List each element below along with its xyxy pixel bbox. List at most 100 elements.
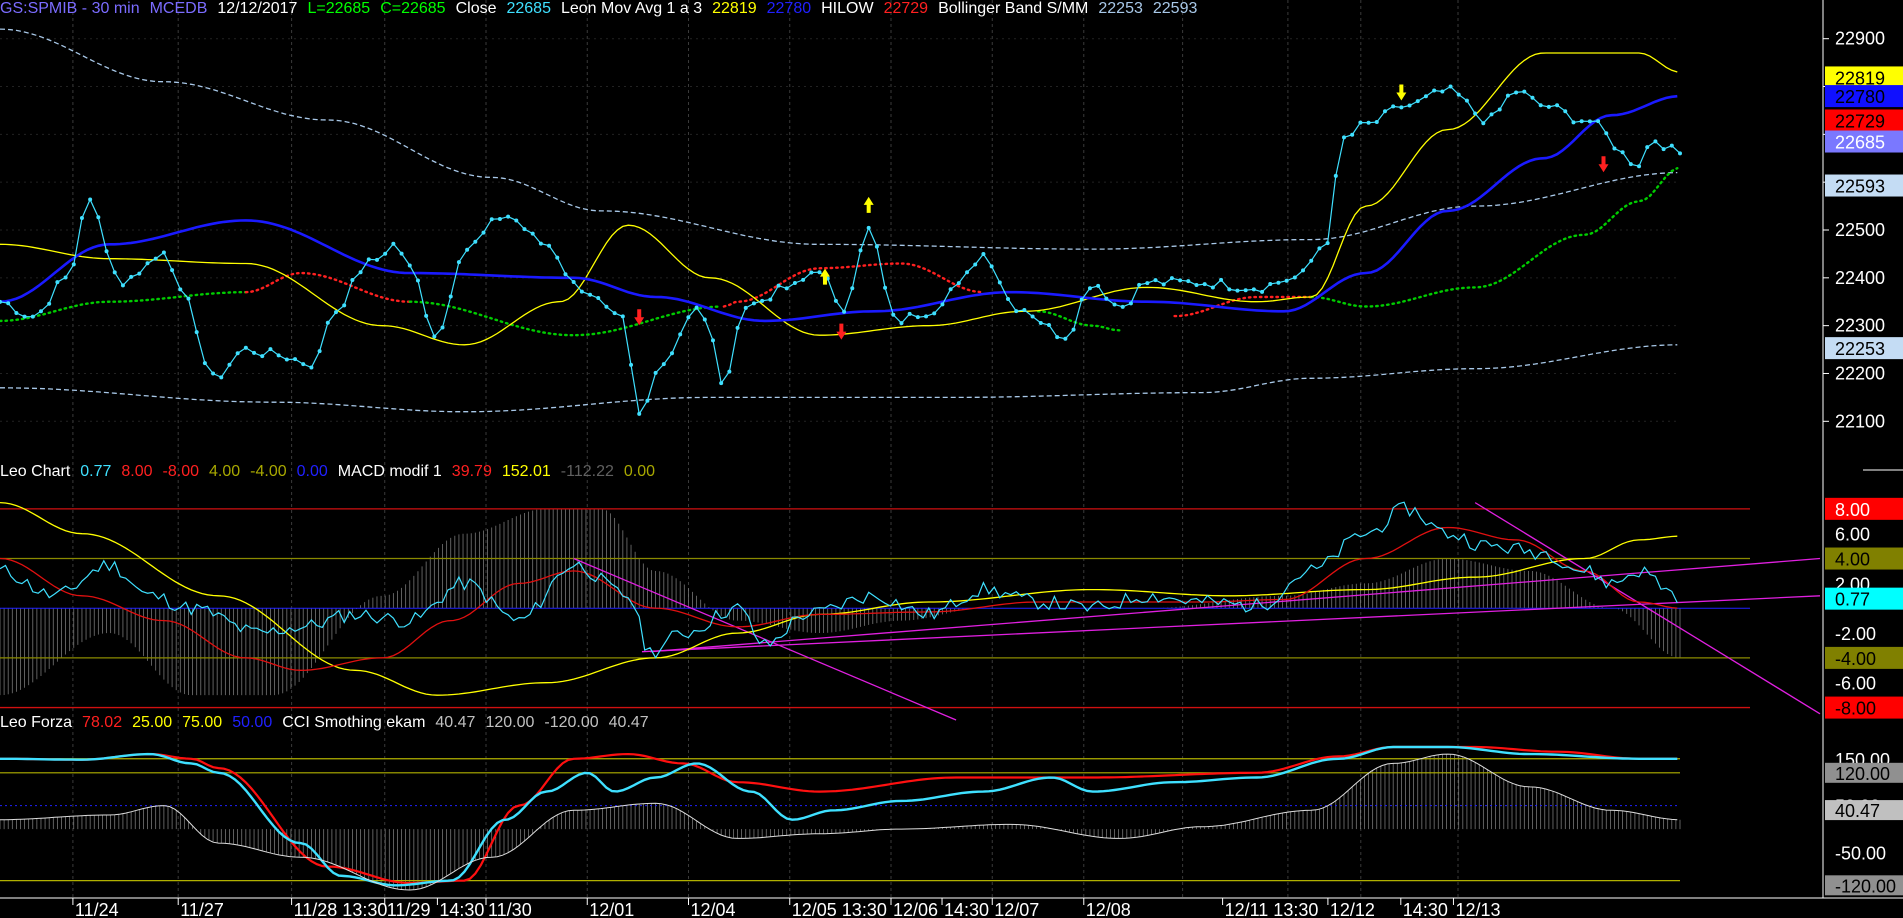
close-price-point (1661, 147, 1666, 152)
close-price-point (448, 294, 453, 299)
legend-entry: 152.01 (501, 463, 551, 480)
close-price-point (1202, 282, 1207, 287)
close-price-point (1637, 164, 1642, 169)
price-tag (1825, 66, 1903, 89)
x-tick-label: 12/04 (691, 900, 736, 918)
hilow-line (244, 271, 411, 303)
close-price-point (1325, 241, 1330, 246)
price-tick-label: 22300 (1835, 316, 1885, 336)
close-price-point (571, 279, 576, 284)
close-price-point (1063, 336, 1068, 341)
close-price-point (14, 310, 19, 315)
close-price-point (1268, 281, 1273, 286)
close-price-point (1587, 119, 1592, 124)
legend-entry: 39.79 (451, 463, 492, 480)
close-price-point (96, 215, 101, 220)
close-price-point (1137, 282, 1142, 287)
close-price-point (317, 349, 322, 354)
close-price-point (915, 315, 920, 320)
x-tick-label: 14:30 (1403, 900, 1448, 918)
close-price-point (899, 321, 904, 326)
close-price-point (809, 270, 814, 275)
forza-legend: Leo Forza 78.02 25.00 75.00 50.00 CCI Smothin… (0, 714, 659, 732)
legend-entry: 0.00 (623, 463, 655, 480)
legend-entry: CCI Smothing ekam (282, 714, 426, 731)
legend-entry: L=22685 (307, 0, 371, 17)
legend-entry: 40.47 (435, 714, 476, 731)
x-tick-label: 12/06 (893, 900, 938, 918)
close-price-point (1522, 89, 1527, 94)
x-tick-label: 14:30 (439, 900, 484, 918)
close-price-point (1448, 84, 1453, 89)
close-price-point (194, 330, 199, 335)
close-price-point (1538, 103, 1543, 108)
close-price-point (1292, 275, 1297, 280)
close-price-point (965, 270, 970, 275)
close-price-point (153, 256, 158, 261)
close-price-point (325, 320, 330, 325)
legend-entry: GS:SPMIB - 30 min (0, 0, 140, 17)
close-price-point (989, 264, 994, 269)
legend-entry: 12/12/2017 (217, 0, 298, 17)
forza-tag-label: 40.47 (1835, 801, 1880, 821)
close-price-point (1546, 104, 1551, 109)
close-price-point (1407, 103, 1412, 108)
x-tick-label: 11/29 (387, 900, 431, 918)
close-price-point (760, 298, 765, 303)
close-price-point (120, 283, 125, 288)
close-price-point (1169, 276, 1174, 281)
close-price-point (342, 303, 347, 308)
legend-entry: 22685 (506, 0, 551, 17)
price-tick-label: 22200 (1835, 363, 1885, 383)
legend-entry: 40.47 (608, 714, 649, 731)
close-price-point (1227, 287, 1232, 292)
close-price-point (751, 301, 756, 306)
close-price-point (1096, 283, 1101, 288)
close-price-point (645, 398, 650, 403)
close-price-point (1382, 109, 1387, 114)
close-price-point (30, 314, 35, 319)
close-price-point (1030, 314, 1035, 319)
close-price-point (743, 305, 748, 310)
forza-tag (1825, 875, 1903, 896)
close-price-point (1087, 286, 1092, 291)
sell-arrow-icon (634, 309, 645, 326)
close-price-point (842, 309, 847, 314)
close-price-point (538, 241, 543, 246)
oscillator-tick-label: -2.00 (1835, 624, 1876, 644)
close-price-point (1112, 302, 1117, 307)
close-price-point (235, 351, 240, 356)
hilow-line (408, 300, 723, 337)
close-price-point (1464, 98, 1469, 103)
close-price-point (1333, 173, 1338, 178)
sell-arrow-icon (836, 323, 847, 340)
close-price-point (211, 371, 216, 376)
close-price-point (1612, 146, 1617, 151)
legend-entry: 22819 (712, 0, 757, 17)
legend-entry: -112.22 (560, 463, 614, 480)
close-price-point (1669, 143, 1674, 148)
legend-entry: Leon Mov Avg 1 a 3 (560, 0, 703, 17)
price-tag-label: 22780 (1835, 87, 1885, 107)
close-price-point (161, 250, 166, 255)
legend-entry: MCEDB (149, 0, 208, 17)
close-price-point (465, 247, 470, 252)
close-price-point (1046, 322, 1051, 327)
forza-tag (1825, 800, 1903, 821)
close-price-point (686, 315, 691, 320)
price-tag (1825, 130, 1903, 153)
x-tick-label: 12/07 (994, 900, 1039, 918)
close-price-point (38, 309, 43, 314)
price-tick-label: 22500 (1835, 220, 1885, 240)
close-price-point (563, 272, 568, 277)
close-price-point (702, 317, 707, 322)
close-price-point (1128, 301, 1133, 306)
close-price-point (358, 270, 363, 275)
price-legend: GS:SPMIB - 30 min MCEDB 12/12/2017 L=22685 C… (0, 0, 1207, 18)
price-tick-label: 22400 (1835, 268, 1885, 288)
leo-chart-line (0, 501, 1678, 659)
bollinger-lower-line (0, 344, 1678, 413)
oscillator-tick-label: -6.00 (1835, 674, 1876, 694)
close-price-point (71, 262, 76, 267)
